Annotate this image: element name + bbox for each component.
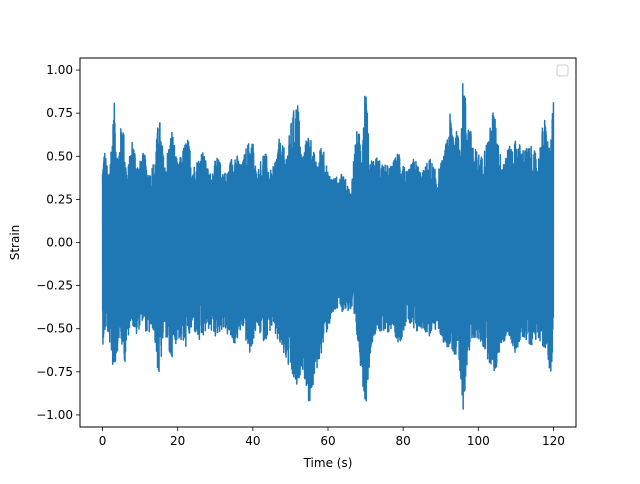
x-axis-label: Time (s) [303, 456, 353, 470]
x-axis: 0 20 40 60 80 100 120 [99, 427, 565, 448]
plot-area [101, 83, 555, 410]
x-tick-label: 40 [245, 434, 260, 448]
x-tick-label: 0 [99, 434, 107, 448]
y-tick-label: 0.75 [46, 106, 73, 120]
y-tick-label: 0.50 [46, 149, 73, 163]
y-tick-label: −0.25 [36, 279, 73, 293]
y-tick-label: −1.00 [36, 408, 73, 422]
y-tick-label: −0.75 [36, 365, 73, 379]
x-tick-label: 120 [542, 434, 565, 448]
y-tick-label: 1.00 [46, 63, 73, 77]
strain-series-line [101, 83, 555, 410]
y-tick-label: −0.50 [36, 322, 73, 336]
x-tick-label: 60 [320, 434, 335, 448]
x-tick-label: 100 [467, 434, 490, 448]
y-tick-label: 0.25 [46, 192, 73, 206]
legend-box [556, 64, 569, 77]
y-tick-label: 0.00 [46, 236, 73, 250]
x-tick-label: 80 [396, 434, 411, 448]
y-axis-label: Strain [8, 225, 22, 261]
y-axis: −1.00 −0.75 −0.50 −0.25 0.00 0.25 0.50 0.75 1.00 [36, 63, 80, 422]
x-tick-label: 20 [170, 434, 185, 448]
